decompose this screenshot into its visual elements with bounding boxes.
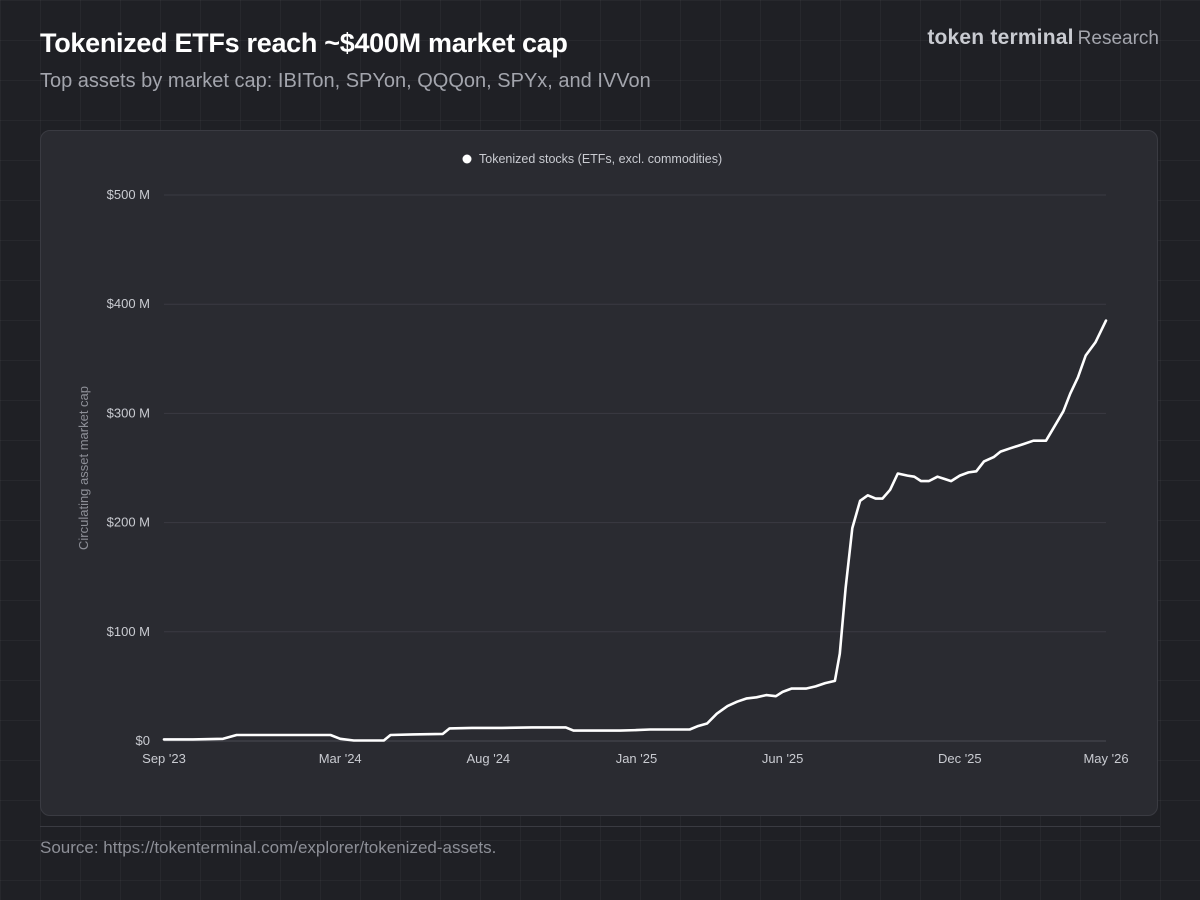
y-tick-label: $0: [136, 733, 150, 748]
footer-divider: [40, 826, 1160, 827]
x-axis: Sep '23 Mar '24 Aug '24 Jan '25 Jun '25 Dec '…: [142, 751, 1128, 766]
y-tick-label: $100 M: [107, 624, 150, 639]
series-line: [162, 319, 1108, 742]
legend: Tokenized stocks (ETFs, excl. commoditie…: [462, 152, 722, 166]
chart-subtitle: Top assets by market cap: IBITon, SPYon,…: [40, 70, 651, 92]
x-tick-label: Mar '24: [319, 751, 362, 766]
brand-name: token terminal: [927, 26, 1074, 49]
chart-title: Tokenized ETFs reach ~$400M market cap: [40, 28, 568, 58]
legend-label: Tokenized stocks (ETFs, excl. commoditie…: [479, 152, 722, 166]
series-layer: [162, 319, 1108, 742]
x-tick-label: May '26: [1083, 751, 1128, 766]
y-axis-label: Circulating asset market cap: [76, 386, 91, 550]
brand-logo: token terminal Research: [927, 26, 1159, 50]
y-tick-label: $200 M: [107, 515, 150, 530]
chart-panel: $0 $100 M $200 M $300 M $400 M $500 M Sep '23…: [40, 130, 1158, 816]
source-note: Source: https://tokenterminal.com/explor…: [40, 838, 497, 857]
brand-suffix: Research: [1077, 28, 1159, 49]
grid-layer: [164, 194, 1106, 742]
y-axis: $0 $100 M $200 M $300 M $400 M $500 M: [107, 187, 150, 748]
y-tick-label: $300 M: [107, 405, 150, 420]
y-tick-label: $500 M: [107, 187, 150, 202]
x-tick-label: Jan '25: [616, 751, 658, 766]
x-tick-label: Jun '25: [762, 751, 804, 766]
x-tick-label: Aug '24: [466, 751, 510, 766]
legend-marker: [462, 154, 472, 164]
x-tick-label: Sep '23: [142, 751, 186, 766]
x-tick-label: Dec '25: [938, 751, 982, 766]
y-tick-label: $400 M: [107, 296, 150, 311]
line-chart: $0 $100 M $200 M $300 M $400 M $500 M Sep '23…: [76, 152, 1129, 766]
